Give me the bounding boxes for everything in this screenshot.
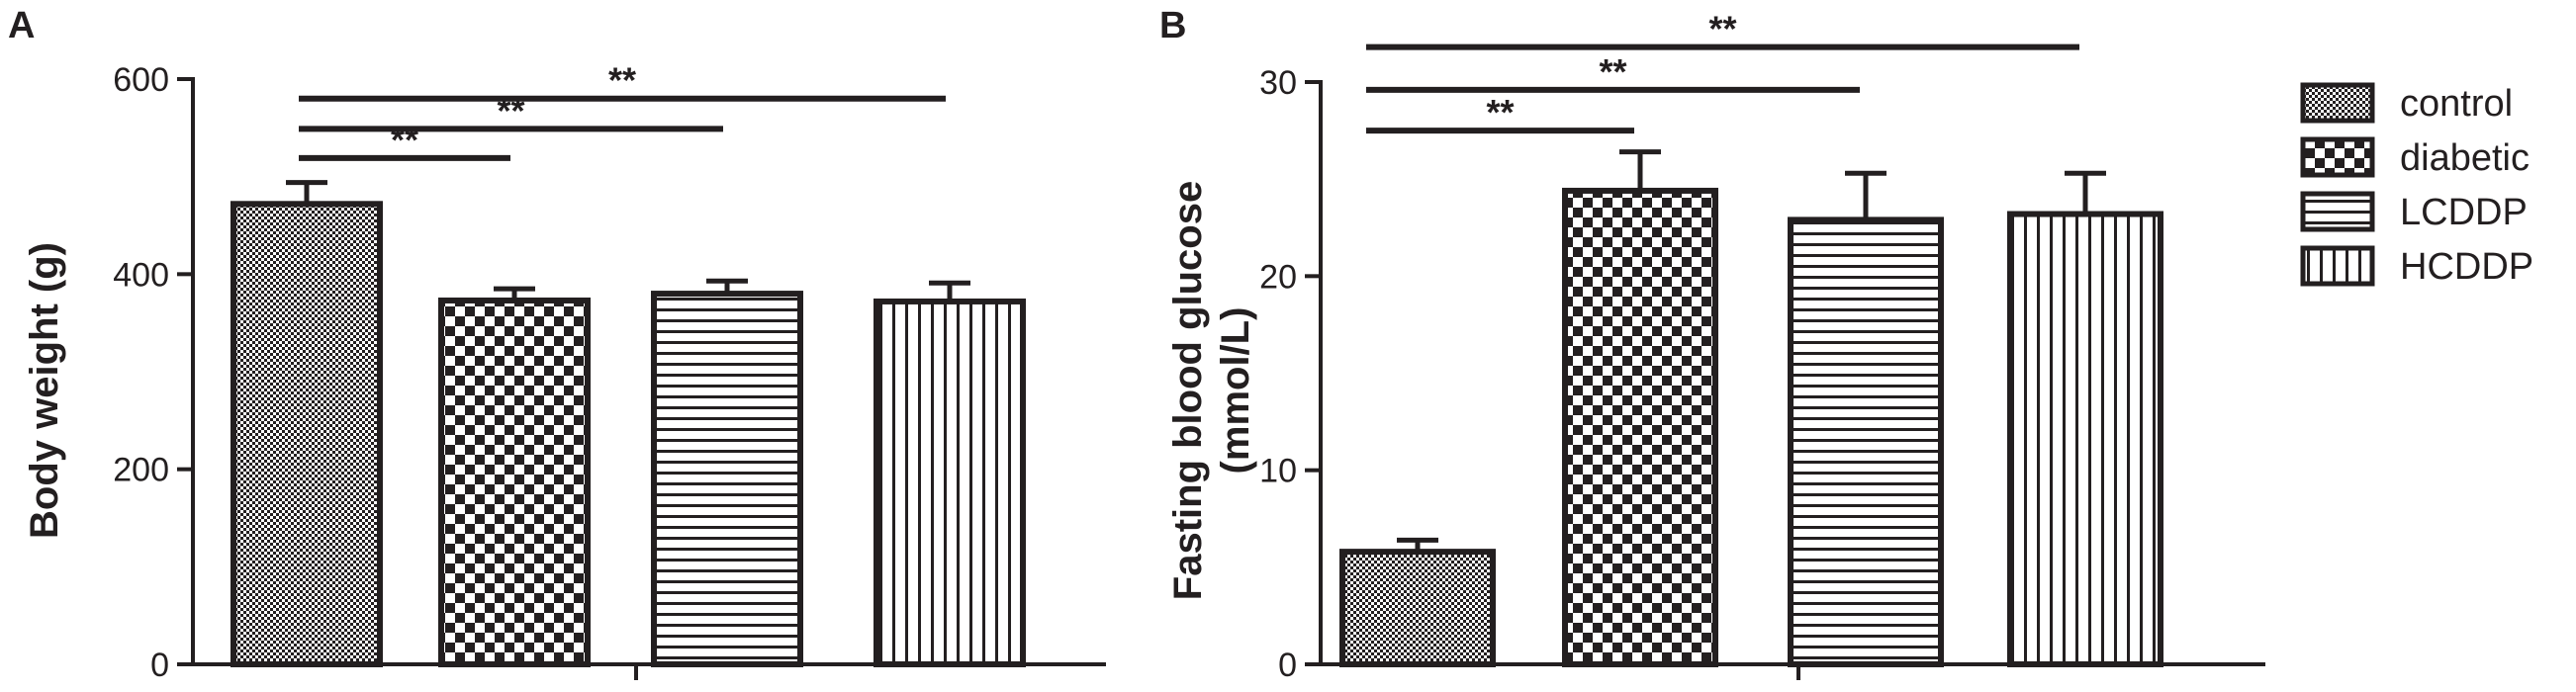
legend-label-LCDDP: LCDDP [2400,192,2528,233]
panel-b-y-tick-label: 30 [1259,64,1297,102]
panel-a-letter: A [8,5,35,46]
panel-a-bar-control [230,201,383,667]
panel-a-y-tick-label: 600 [113,61,169,99]
panel-a-significance-label-HCDDP: ** [608,60,636,101]
panel-b-y-tick-label: 10 [1259,453,1297,490]
panel-b-bar-diabetic [1562,187,1718,668]
panel-b-significance-label-diabetic: ** [1486,92,1514,132]
panel-b-y-axis-label-unit: (mmol/L) [1214,307,1257,475]
panel-a-significance-label-diabetic: ** [391,120,418,160]
legend-label-HCDDP: HCDDP [2400,246,2533,288]
panel-a-y-tick-label: 200 [113,452,169,489]
panel-b-letter: B [1159,5,1186,46]
panel-a-bar-HCDDP [874,298,1026,667]
legend-label-control: control [2400,83,2513,125]
panel-a-y-tick-label: 400 [113,256,169,294]
panel-a-y-tick-label: 0 [150,647,169,684]
legend-swatch-HCDDP [2300,245,2375,287]
panel-a-bar-LCDDP [651,291,803,667]
legend: control diabetic LCDDP HCDDP [2300,82,2533,288]
panel-b-bar-control [1339,549,1496,667]
panel-b-y-tick-label: 20 [1259,258,1297,296]
panel-b-bar-LCDDP [1788,216,1944,667]
panel-b-bar-HCDDP [2007,211,2163,668]
panel-a-y-axis-label: Body weight (g) [23,242,66,539]
legend-label-diabetic: diabetic [2400,137,2530,179]
panel-b-significance-label-HCDDP: ** [1708,9,1736,49]
panel-b-significance-label-LCDDP: ** [1599,51,1626,92]
legend-swatch-LCDDP [2300,191,2375,232]
panel-b-y-tick-label: 0 [1278,647,1297,684]
panel-b-y-axis-label: Fasting blood glucose [1166,181,1210,600]
legend-swatch-diabetic [2300,136,2375,178]
legend-swatch-control [2300,82,2375,124]
panel-a-bar-diabetic [438,297,591,667]
panel-b-marks: 0 10 20 30 ** ** ** [1259,9,2265,684]
panel-b-chart: B Fasting blood glucose (mmol/L) 0 10 20 30… [1159,5,2265,684]
